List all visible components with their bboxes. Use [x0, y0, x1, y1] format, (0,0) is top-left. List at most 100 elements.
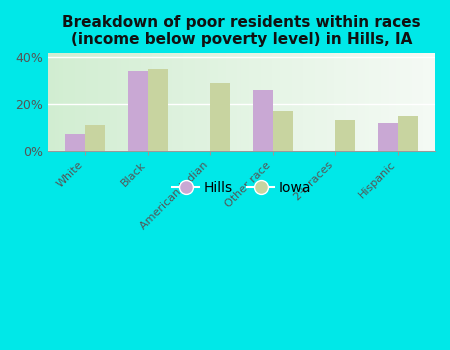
Title: Breakdown of poor residents within races
(income below poverty level) in Hills, : Breakdown of poor residents within races… — [62, 15, 421, 47]
Bar — [59, 53, 63, 150]
Bar — [83, 53, 86, 150]
Bar — [98, 53, 102, 150]
Bar — [214, 53, 218, 150]
Bar — [335, 120, 355, 150]
Bar — [419, 53, 423, 150]
Bar — [397, 116, 418, 150]
Bar — [75, 53, 79, 150]
Bar — [168, 53, 171, 150]
Bar — [86, 53, 90, 150]
Bar — [400, 53, 404, 150]
Bar — [416, 53, 419, 150]
Bar — [241, 53, 245, 150]
Bar — [373, 53, 377, 150]
Bar — [230, 53, 234, 150]
Bar — [342, 53, 346, 150]
Bar — [388, 53, 392, 150]
Bar — [65, 134, 85, 150]
Bar — [269, 53, 272, 150]
Legend: Hills, Iowa: Hills, Iowa — [166, 175, 317, 201]
Bar — [156, 53, 160, 150]
Bar — [226, 53, 230, 150]
Bar — [106, 53, 110, 150]
Bar — [202, 53, 207, 150]
Bar — [207, 53, 211, 150]
Bar — [358, 53, 361, 150]
Bar — [381, 53, 385, 150]
Bar — [284, 53, 288, 150]
Bar — [253, 53, 257, 150]
Bar — [171, 53, 176, 150]
Bar — [354, 53, 358, 150]
Bar — [85, 125, 105, 150]
Bar — [319, 53, 323, 150]
Bar — [392, 53, 396, 150]
Bar — [55, 53, 59, 150]
Bar — [110, 53, 113, 150]
Bar — [276, 53, 280, 150]
Bar — [299, 53, 303, 150]
Bar — [307, 53, 311, 150]
Bar — [164, 53, 168, 150]
Bar — [48, 53, 52, 150]
Bar — [365, 53, 369, 150]
Bar — [252, 90, 273, 150]
Bar — [265, 53, 269, 150]
Bar — [191, 53, 195, 150]
Bar — [234, 53, 238, 150]
Bar — [330, 53, 334, 150]
Bar — [338, 53, 342, 150]
Bar — [323, 53, 327, 150]
Bar — [152, 53, 156, 150]
Bar — [257, 53, 261, 150]
Bar — [79, 53, 83, 150]
Bar — [315, 53, 319, 150]
Bar — [346, 53, 350, 150]
Bar — [63, 53, 67, 150]
Bar — [141, 53, 144, 150]
Bar — [261, 53, 265, 150]
Bar — [137, 53, 141, 150]
Bar — [311, 53, 315, 150]
Bar — [431, 53, 435, 150]
Bar — [245, 53, 249, 150]
Bar — [303, 53, 307, 150]
Bar — [427, 53, 431, 150]
Bar — [102, 53, 106, 150]
Bar — [211, 53, 214, 150]
Bar — [408, 53, 412, 150]
Bar — [273, 111, 292, 150]
Bar — [94, 53, 98, 150]
Bar — [280, 53, 284, 150]
Bar — [272, 53, 276, 150]
Bar — [67, 53, 71, 150]
Bar — [117, 53, 122, 150]
Bar — [334, 53, 338, 150]
Bar — [369, 53, 373, 150]
Bar — [377, 53, 381, 150]
Bar — [404, 53, 408, 150]
Bar — [187, 53, 191, 150]
Bar — [71, 53, 75, 150]
Bar — [218, 53, 222, 150]
Bar — [292, 53, 296, 150]
Bar — [296, 53, 299, 150]
Bar — [133, 53, 137, 150]
Bar — [378, 122, 397, 150]
Bar — [125, 53, 129, 150]
Bar — [423, 53, 427, 150]
Bar — [288, 53, 292, 150]
Bar — [52, 53, 55, 150]
Bar — [160, 53, 164, 150]
Bar — [327, 53, 330, 150]
Bar — [396, 53, 400, 150]
Bar — [148, 53, 152, 150]
Bar — [176, 53, 180, 150]
Bar — [180, 53, 183, 150]
Bar — [412, 53, 416, 150]
Bar — [113, 53, 117, 150]
Bar — [385, 53, 388, 150]
Bar — [144, 53, 149, 150]
Bar — [249, 53, 253, 150]
Bar — [361, 53, 365, 150]
